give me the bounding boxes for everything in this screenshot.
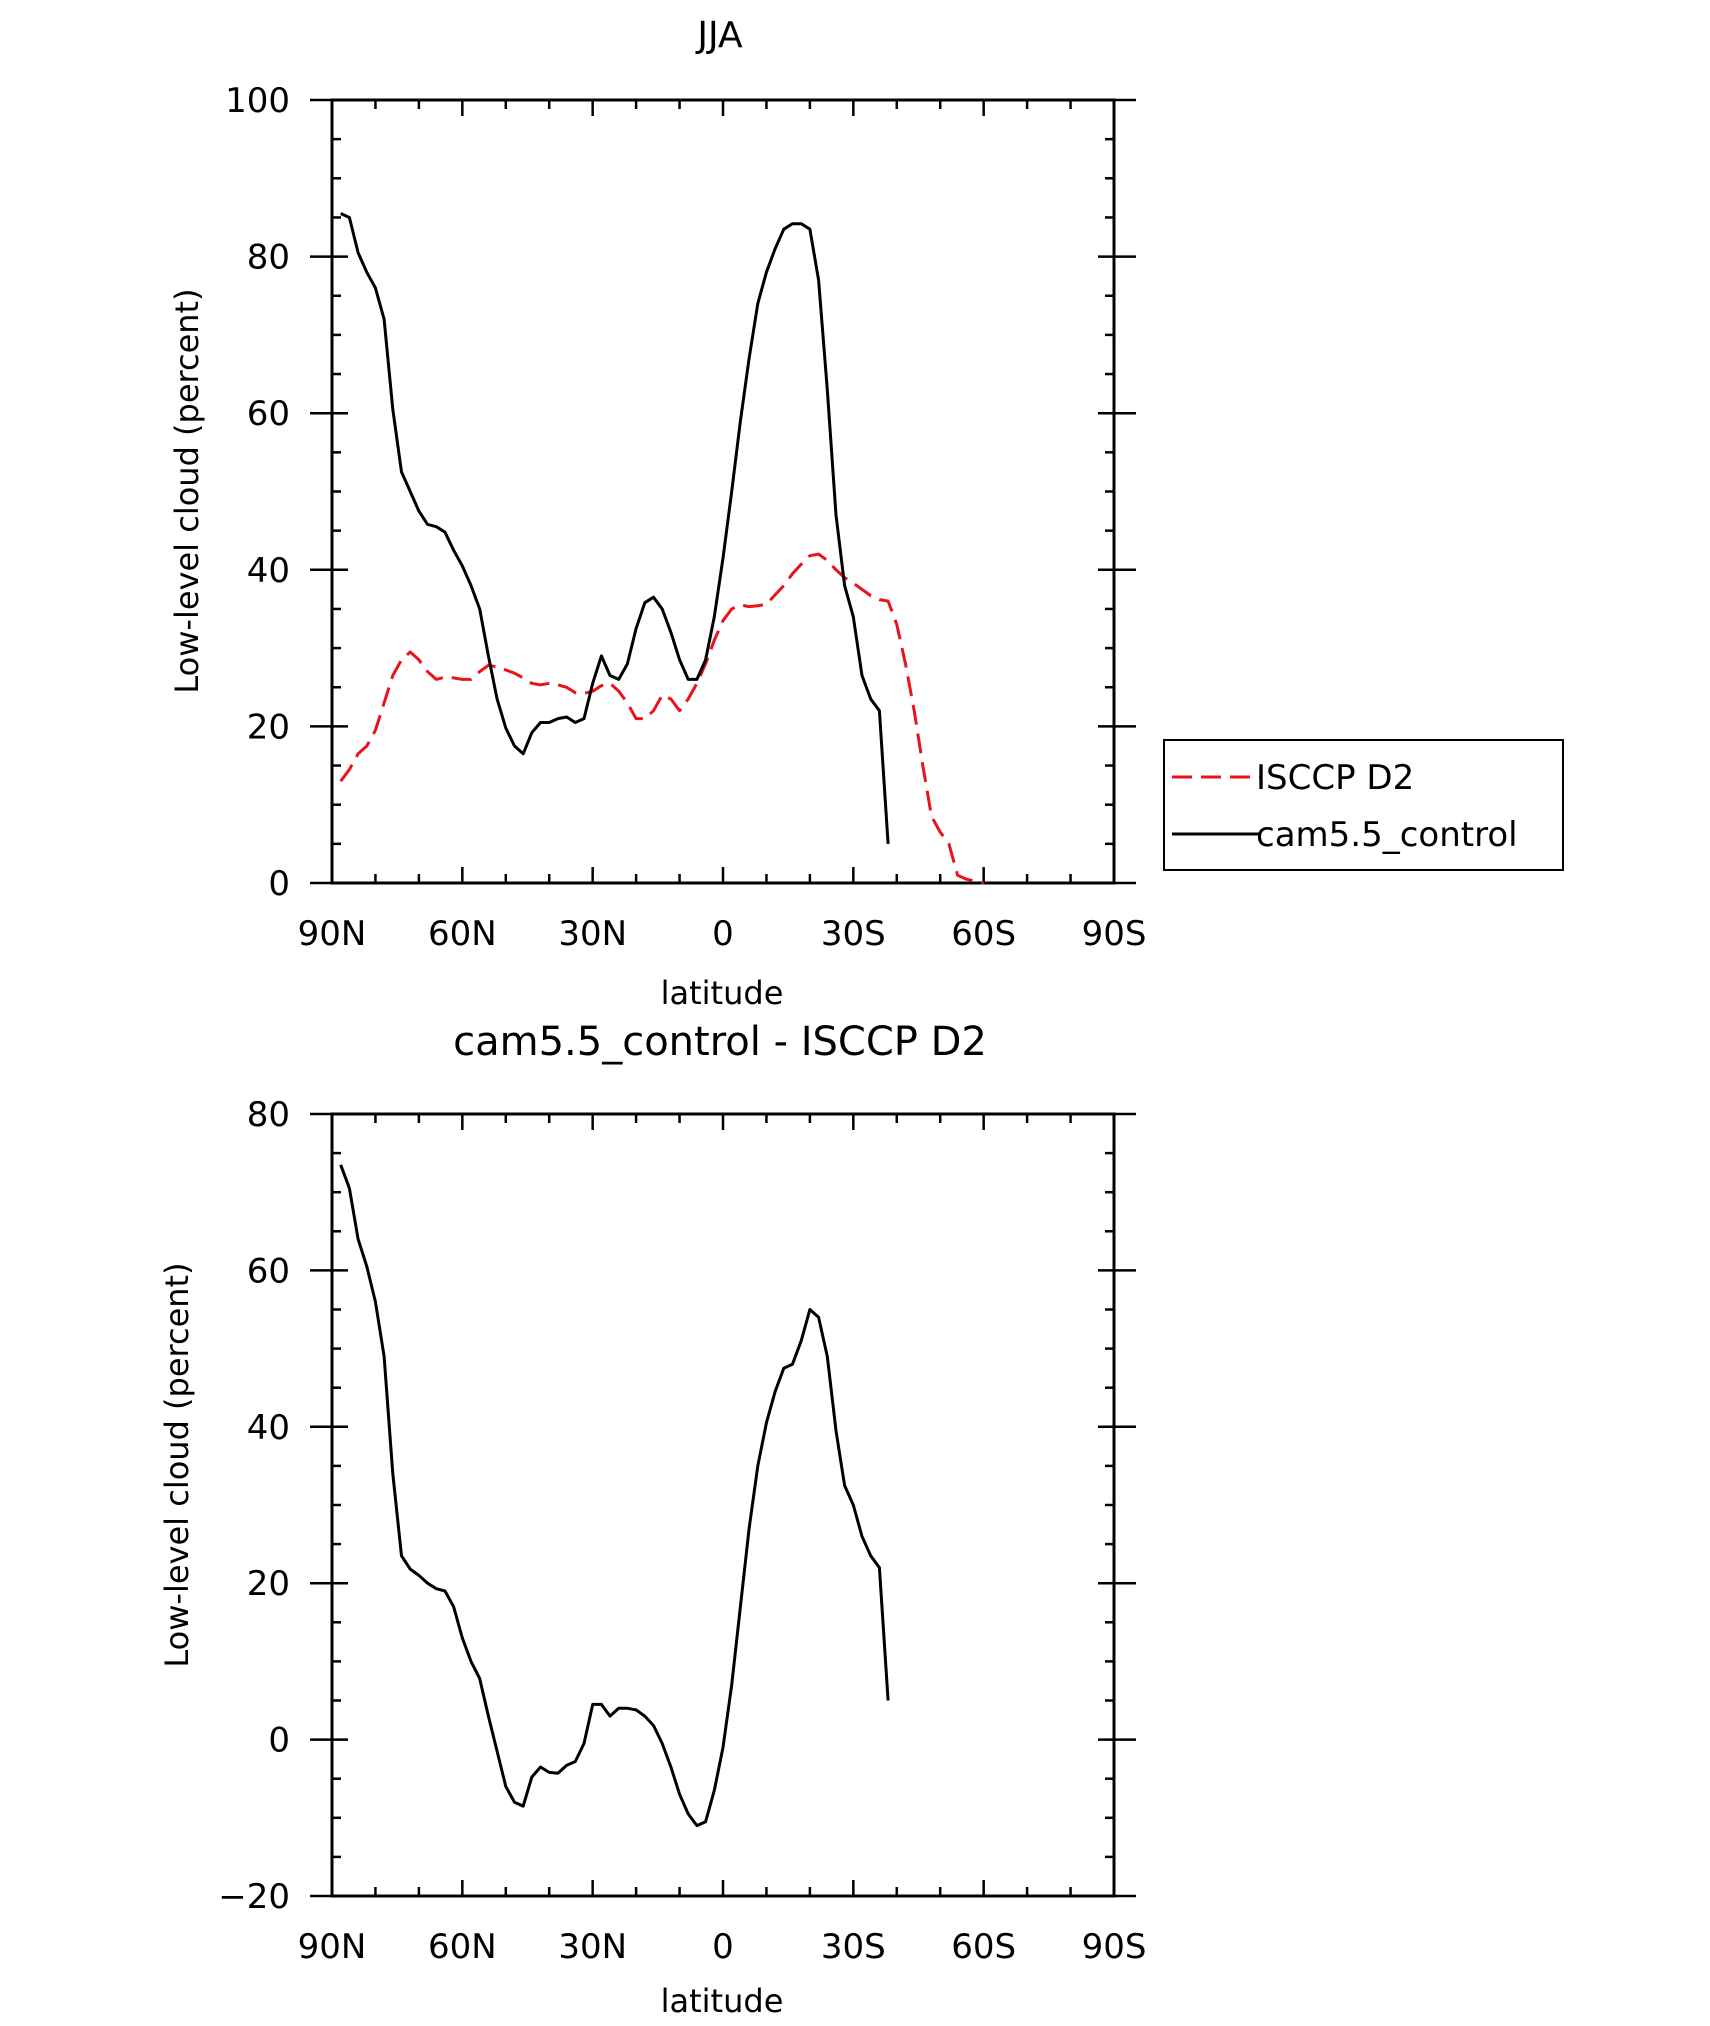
y-axis-label: Low-level cloud (percent): [158, 1262, 196, 1667]
y-tick-label: 80: [247, 1095, 290, 1135]
y-tick-label: 0: [268, 1721, 290, 1761]
y-tick-label: 100: [225, 81, 290, 121]
chart-title: JJA: [695, 15, 743, 56]
plot-frame: [330, 1112, 1116, 1898]
chart-jja: JJA latitude Low-level cloud (percent) 9…: [168, 15, 1564, 1012]
x-tick-label: 60S: [951, 914, 1016, 954]
x-axis-label: latitude: [661, 1982, 784, 2020]
x-tick-label: 60N: [428, 914, 497, 954]
x-tick-label: 90N: [298, 914, 367, 954]
y-axis-label: Low-level cloud (percent): [168, 288, 206, 693]
y-tick-label: 20: [247, 1564, 290, 1604]
y-tick-label: −20: [218, 1877, 290, 1917]
x-tick-label: 30N: [558, 1927, 627, 1967]
legend-label: ISCCP D2: [1256, 758, 1414, 798]
x-axis-label: latitude: [661, 974, 784, 1012]
y-tick-label: 20: [247, 707, 290, 747]
y-tick-label: 80: [247, 238, 290, 278]
x-tick-label: 90S: [1082, 1927, 1147, 1967]
y-tick-label: 0: [268, 864, 290, 904]
x-tick-label: 30S: [821, 1927, 886, 1967]
series-line-difference: [339, 1164, 890, 1828]
x-tick-label: 60N: [428, 1927, 497, 1967]
legend-box: [1163, 739, 1564, 871]
chart-difference: cam5.5_control - ISCCP D2 latitude Low-l…: [158, 1019, 1146, 2020]
legend-label: cam5.5_control: [1256, 815, 1518, 855]
plot-frame: [330, 98, 1116, 885]
x-tick-label: 90N: [298, 1927, 367, 1967]
chart-title: cam5.5_control - ISCCP D2: [453, 1019, 987, 1065]
x-tick-label: 30S: [821, 914, 886, 954]
y-tick-label: 40: [247, 1408, 290, 1448]
y-tick-label: 40: [247, 551, 290, 591]
series-line-cam5-5-control: [340, 212, 890, 844]
x-tick-label: 30N: [558, 914, 627, 954]
x-tick-label: 0: [712, 914, 734, 954]
x-tick-label: 60S: [951, 1927, 1016, 1967]
x-tick-label: 90S: [1082, 914, 1147, 954]
y-tick-label: 60: [247, 1251, 290, 1291]
y-tick-label: 60: [247, 394, 290, 434]
x-tick-label: 0: [712, 1927, 734, 1967]
